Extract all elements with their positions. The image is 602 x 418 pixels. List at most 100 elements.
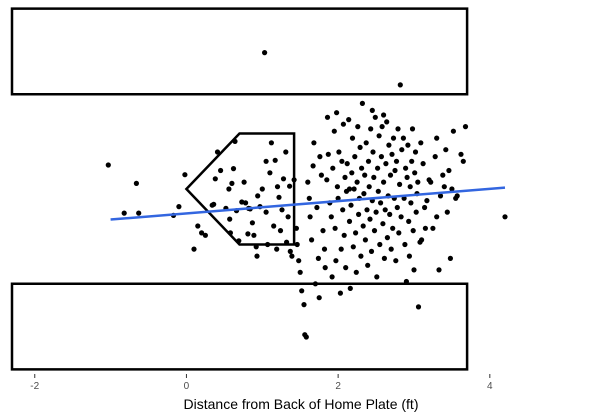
data-point (397, 181, 403, 187)
data-point (444, 209, 450, 215)
x-axis-title: Distance from Back of Home Plate (ft) (184, 396, 419, 412)
data-point (349, 170, 355, 176)
pitch-points (105, 50, 508, 340)
data-point (454, 193, 460, 199)
data-point (419, 237, 425, 243)
data-point (388, 246, 394, 252)
data-point (359, 100, 365, 106)
data-point (262, 50, 268, 56)
data-point (367, 216, 373, 222)
data-point (331, 128, 337, 134)
data-point (259, 186, 265, 192)
data-point (212, 176, 218, 182)
data-point (328, 214, 334, 220)
data-point (365, 158, 372, 164)
data-point (377, 241, 383, 248)
x-tick-label: 0 (184, 381, 190, 392)
data-point (229, 180, 235, 186)
data-point (406, 253, 412, 259)
data-point (369, 107, 375, 113)
data-point (393, 258, 399, 264)
data-point (277, 228, 284, 234)
data-point (380, 221, 386, 227)
data-point (346, 117, 352, 123)
data-point (202, 232, 208, 238)
data-point (355, 124, 361, 130)
data-point (330, 165, 336, 171)
data-point (352, 154, 358, 160)
data-point (274, 246, 280, 252)
data-point (366, 184, 372, 190)
data-point (389, 151, 395, 157)
data-point (407, 184, 413, 190)
data-point (321, 246, 328, 252)
data-point (424, 198, 430, 204)
data-point (310, 163, 316, 169)
data-point (236, 238, 242, 244)
data-point (335, 195, 341, 201)
data-point (320, 228, 326, 234)
data-point (317, 154, 323, 160)
data-point (415, 179, 421, 185)
data-point (322, 265, 328, 271)
data-point (285, 214, 291, 220)
data-point (434, 135, 440, 141)
data-point (371, 174, 377, 180)
data-point (418, 140, 424, 146)
data-point (340, 121, 346, 127)
data-point (346, 218, 353, 224)
data-point (405, 142, 411, 148)
data-point (458, 151, 464, 157)
data-point (329, 274, 335, 280)
data-point (271, 223, 277, 229)
data-point (390, 225, 396, 231)
data-point (280, 176, 287, 182)
data-point (364, 207, 370, 213)
data-point (253, 244, 259, 250)
data-point (226, 186, 232, 192)
data-point (276, 194, 282, 200)
data-point (381, 255, 387, 261)
data-point (402, 241, 408, 248)
data-point (376, 133, 382, 139)
data-point (368, 248, 375, 254)
data-point (195, 223, 201, 229)
data-point (375, 165, 381, 171)
data-point (283, 149, 289, 155)
data-point (392, 167, 398, 174)
data-point (296, 258, 302, 264)
data-point (447, 255, 453, 261)
data-point (446, 167, 452, 174)
data-point (191, 246, 197, 252)
data-point (430, 225, 436, 231)
data-point (462, 124, 469, 130)
data-point (371, 228, 378, 234)
data-point (363, 140, 369, 146)
x-tick-label: 4 (487, 381, 493, 392)
data-point (342, 174, 348, 180)
data-point (436, 267, 442, 273)
data-point (287, 248, 293, 254)
data-point (381, 112, 387, 118)
batter-box-top (10, 7, 469, 96)
data-point (230, 166, 237, 172)
data-point (284, 239, 290, 245)
data-point (353, 230, 359, 236)
data-point (351, 186, 357, 192)
data-point (428, 179, 434, 185)
data-point (243, 200, 249, 206)
data-point (136, 210, 142, 216)
data-point (440, 172, 446, 178)
data-point (350, 244, 356, 250)
data-point (375, 188, 381, 194)
data-point (434, 214, 440, 220)
data-point (324, 114, 331, 120)
data-point (312, 281, 318, 287)
data-point (413, 209, 419, 215)
data-point (398, 214, 404, 220)
data-point (415, 304, 422, 310)
data-point (334, 110, 340, 116)
data-point (399, 147, 405, 153)
data-point (403, 165, 409, 171)
